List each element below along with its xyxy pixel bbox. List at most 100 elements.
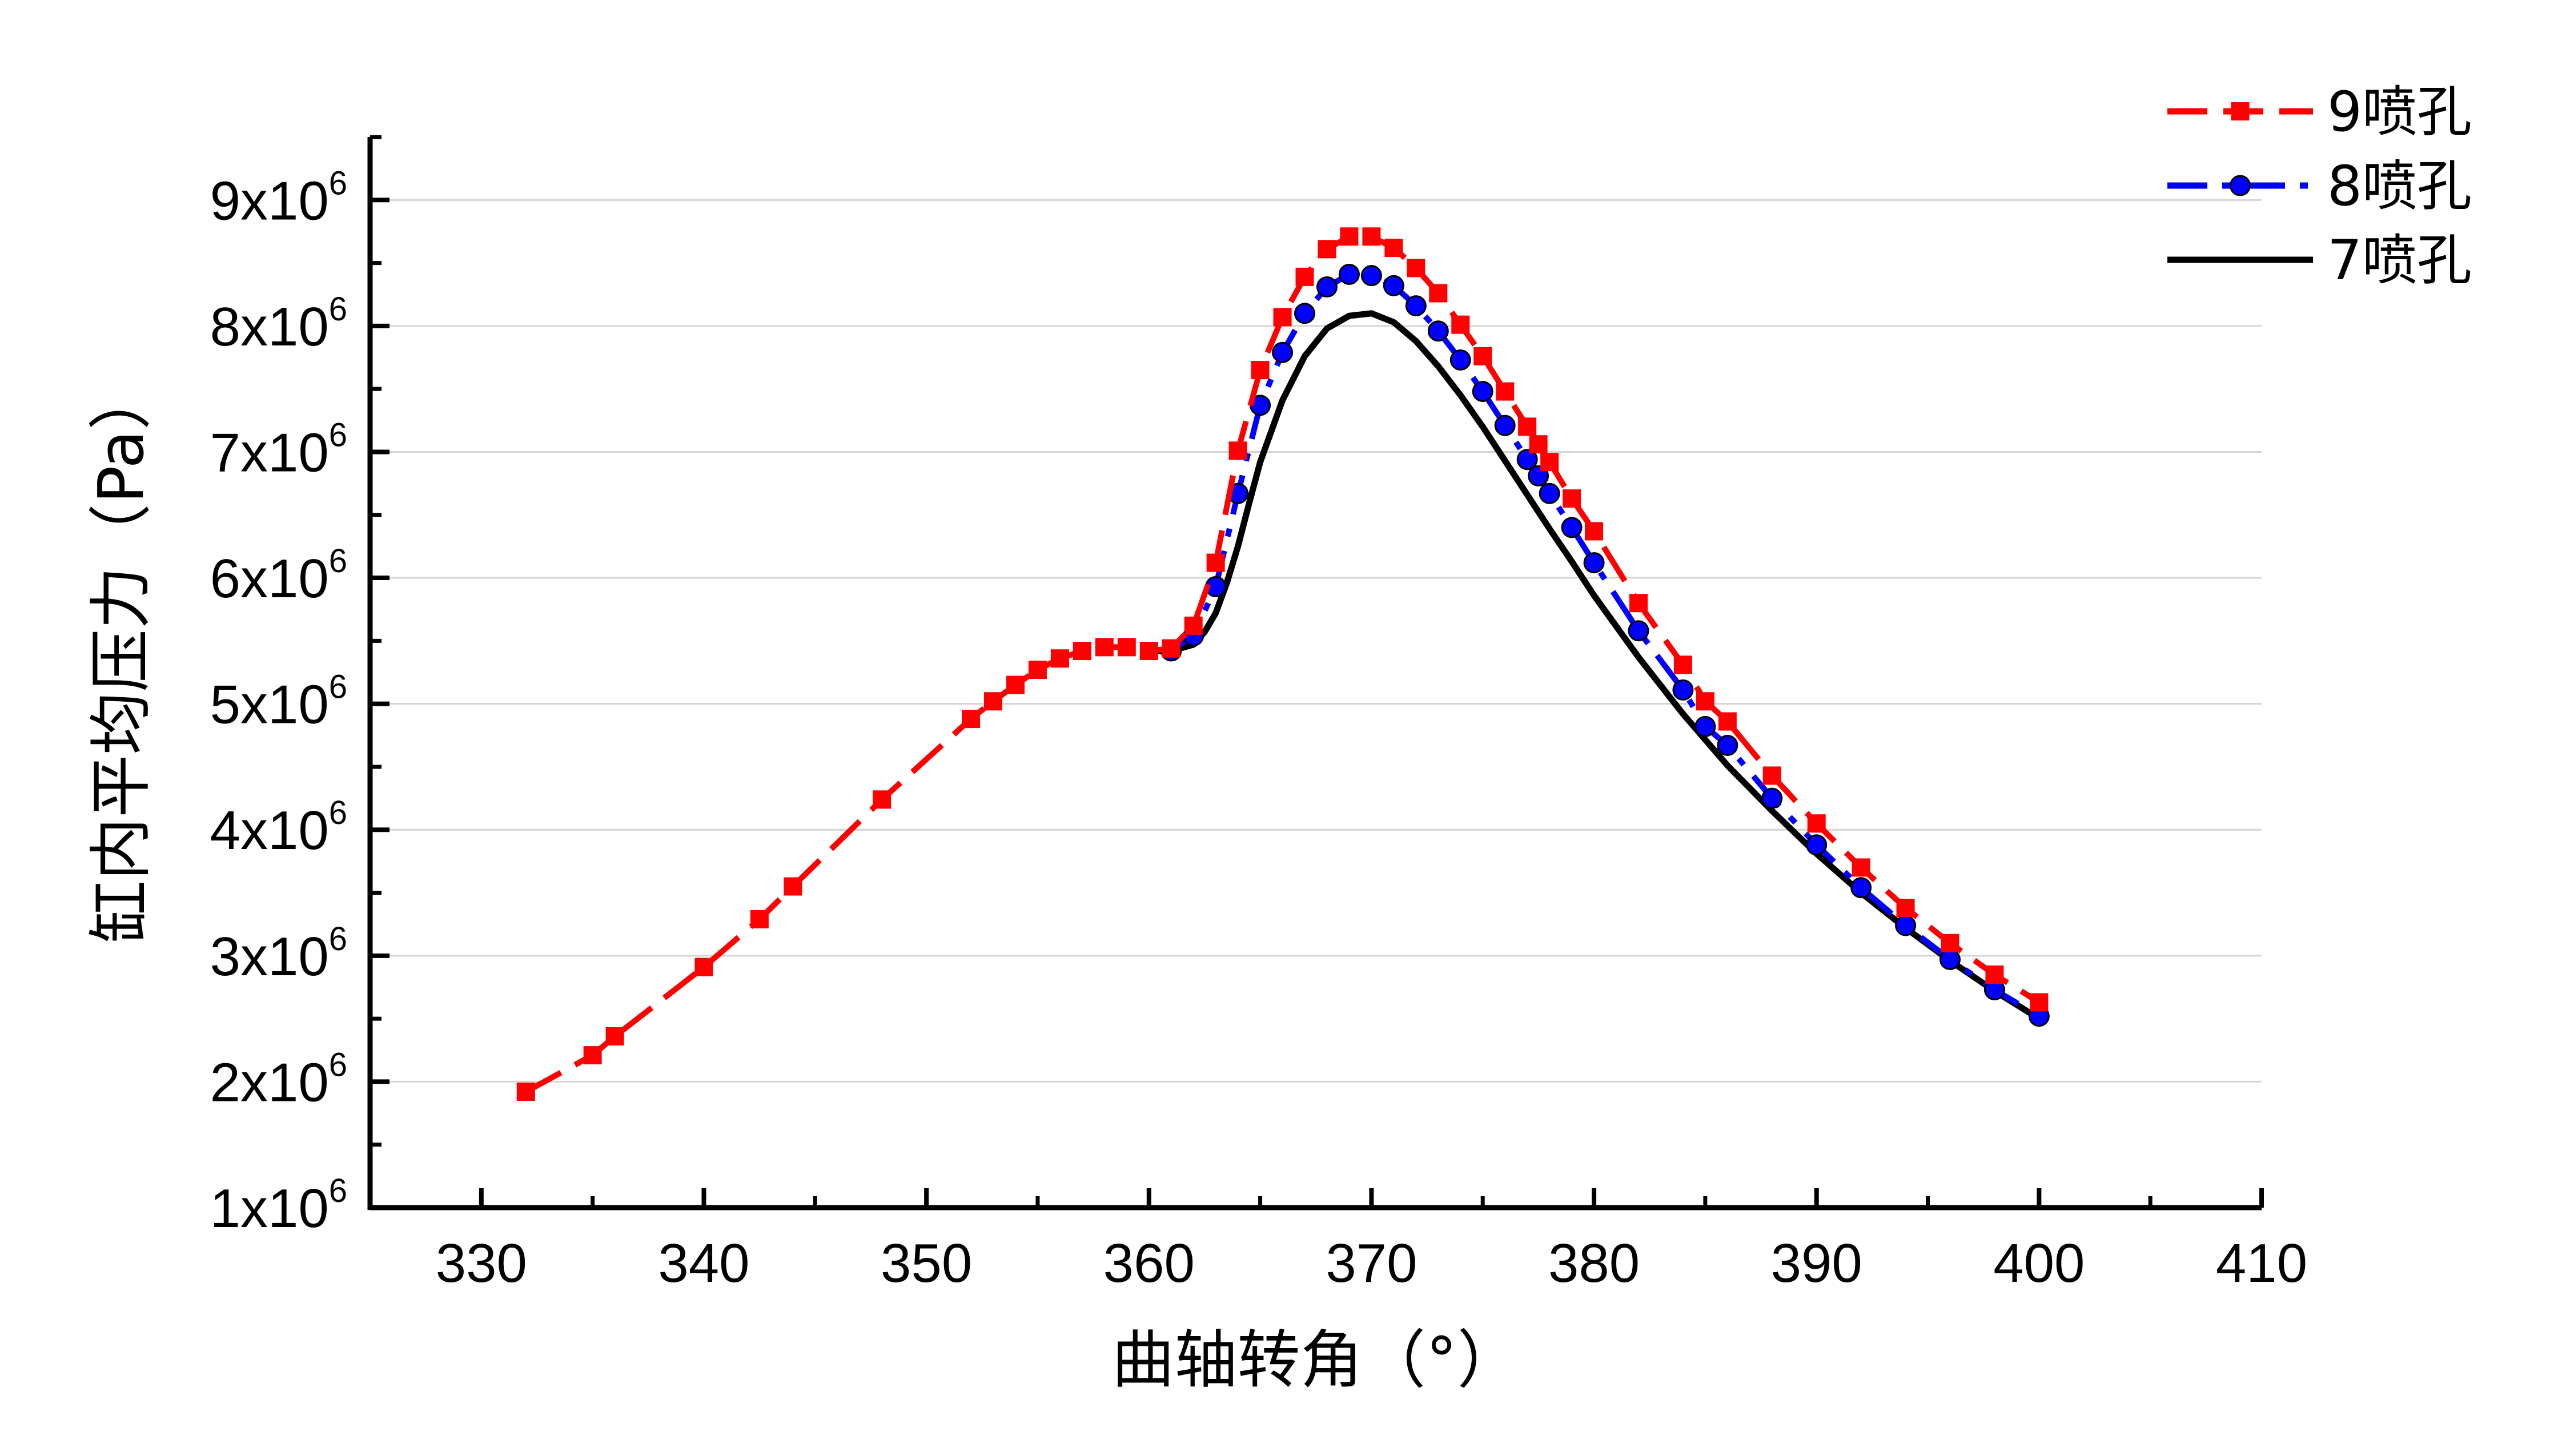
data-point [1494, 415, 1516, 436]
data-point [1451, 315, 1470, 334]
data-point [1529, 435, 1548, 454]
plot-series [516, 227, 2050, 1101]
data-point [1340, 227, 1359, 246]
y-tick-label: 9x106 [210, 164, 347, 231]
data-point [1583, 552, 1605, 574]
data-point [1518, 417, 1537, 436]
data-point [1496, 382, 1515, 401]
data-point [694, 958, 713, 976]
y-axis-ticks: 1x106 2x106 3x106 4x106 5x106 6x106 7x106 8x106… [210, 135, 389, 1239]
data-point [1516, 449, 1538, 470]
legend-label: 9喷孔 [2327, 80, 2472, 144]
data-point [605, 1027, 624, 1045]
y-tick-label: 6x106 [210, 542, 347, 609]
data-point [1405, 295, 1427, 317]
data-point [583, 1046, 602, 1065]
data-point [1472, 381, 1493, 403]
y-tick-label: 8x106 [210, 291, 347, 357]
data-point [1028, 661, 1047, 679]
data-point [1718, 712, 1737, 731]
data-point [873, 790, 892, 809]
data-point [1850, 877, 1872, 899]
legend: 9喷孔 8喷孔 7喷孔 [2167, 80, 2472, 292]
data-point [1673, 655, 1692, 674]
y-tick-label: 5x106 [210, 669, 347, 735]
data-point [1449, 349, 1471, 371]
data-point [1228, 441, 1247, 460]
data-point [1427, 320, 1449, 342]
data-point [1895, 915, 1917, 936]
data-point [750, 910, 769, 928]
x-tick-label: 400 [1993, 1233, 2085, 1294]
data-point [1006, 675, 1025, 694]
legend-label: 7喷孔 [2327, 228, 2472, 292]
legend-marker [2231, 102, 2250, 120]
data-point [1273, 308, 1292, 327]
data-point [1206, 553, 1225, 572]
data-point [1429, 284, 1448, 303]
data-point [1941, 934, 1959, 952]
data-point [1473, 347, 1492, 365]
data-point [1050, 649, 1069, 668]
data-point [1095, 638, 1114, 657]
data-point [984, 692, 1003, 711]
data-point [1696, 692, 1714, 711]
data-point [1184, 616, 1203, 635]
y-tick-label: 3x106 [210, 920, 347, 987]
data-point [1384, 239, 1403, 258]
x-tick-label: 350 [881, 1233, 972, 1294]
data-point [1139, 642, 1158, 660]
x-tick-label: 370 [1326, 1233, 1417, 1294]
data-point [1628, 620, 1649, 642]
x-tick-label: 330 [436, 1233, 527, 1294]
data-point [1162, 639, 1180, 658]
data-point [1407, 259, 1425, 277]
data-point [1694, 715, 1716, 737]
gridlines [370, 199, 2262, 1083]
data-point [1251, 361, 1270, 380]
data-point [962, 710, 981, 729]
data-point [1539, 482, 1560, 504]
data-point [1383, 275, 1404, 296]
x-axis-title: 曲轴转角（°） [1112, 1324, 1520, 1397]
legend-marker [2230, 175, 2251, 196]
data-point [1360, 265, 1382, 287]
data-point [1852, 858, 1870, 877]
data-point [1762, 766, 1781, 785]
data-point [1272, 341, 1294, 363]
data-point [1717, 734, 1738, 756]
x-tick-label: 410 [2216, 1233, 2307, 1294]
data-point [1807, 814, 1826, 833]
data-point [1294, 303, 1316, 324]
axes [367, 137, 2262, 1210]
data-point [1806, 834, 1828, 856]
data-point [1939, 948, 1961, 970]
x-tick-label: 340 [658, 1233, 749, 1294]
data-point [1761, 787, 1783, 809]
x-axis-ticks: 330 340 350 360 370 380 390 400 410 [436, 1188, 2307, 1294]
data-point [1338, 263, 1360, 285]
data-point [1672, 679, 1694, 701]
data-point [2030, 993, 2049, 1012]
data-point [784, 877, 802, 896]
data-point [516, 1083, 535, 1101]
series-line [1149, 310, 2041, 1021]
y-axis-title: 缸内平均压力（Pa） [85, 367, 158, 943]
data-point [1316, 276, 1338, 297]
x-tick-label: 390 [1771, 1233, 1862, 1294]
data-point [1629, 594, 1648, 613]
data-point [1563, 489, 1581, 508]
data-point [1540, 453, 1559, 472]
y-tick-label: 2x106 [210, 1046, 347, 1113]
y-tick-label: 1x106 [210, 1172, 347, 1239]
data-point [1561, 517, 1583, 538]
data-point [1073, 642, 1091, 660]
data-point [1117, 638, 1136, 657]
data-point [1362, 227, 1381, 246]
legend-label: 8喷孔 [2327, 154, 2472, 218]
data-point [1896, 899, 1915, 917]
data-point [1985, 965, 2004, 984]
data-point [1295, 267, 1314, 286]
y-tick-label: 4x106 [210, 794, 347, 861]
